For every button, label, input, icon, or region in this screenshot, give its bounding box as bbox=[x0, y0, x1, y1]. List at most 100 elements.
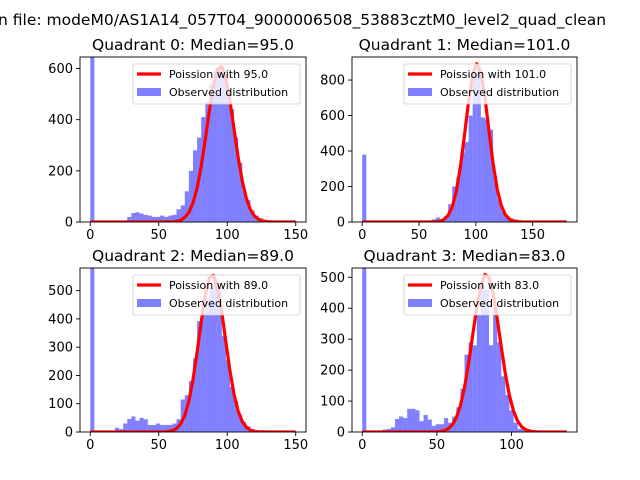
histogram-bar bbox=[139, 417, 144, 432]
figure-suptitle: n file: modeM0/AS1A14_057T04_9000006508_… bbox=[0, 11, 606, 30]
legend-box bbox=[403, 63, 572, 105]
histogram-bar bbox=[221, 71, 226, 222]
legend-hist-swatch bbox=[137, 299, 161, 307]
x-tick-label: 150 bbox=[520, 228, 545, 243]
histogram-bar bbox=[362, 154, 367, 222]
histogram-bar bbox=[399, 416, 404, 432]
histogram-bar bbox=[468, 342, 473, 432]
legend: Poission with 83.0 Observed distribution bbox=[403, 274, 572, 316]
x-tick-label: 0 bbox=[86, 438, 94, 453]
histogram-bar bbox=[238, 415, 243, 432]
histogram-bar bbox=[362, 268, 367, 432]
histogram-bar bbox=[234, 400, 239, 432]
histogram-bar bbox=[484, 289, 490, 432]
histogram-bar bbox=[168, 215, 173, 222]
histogram-bar bbox=[147, 215, 152, 222]
histogram-bar bbox=[484, 119, 490, 222]
histogram-bar bbox=[164, 424, 169, 432]
histogram-bar bbox=[135, 212, 140, 222]
legend-box bbox=[132, 274, 301, 316]
histogram-bar bbox=[476, 314, 481, 432]
histogram-bar bbox=[225, 88, 230, 222]
histogram-bar bbox=[193, 358, 198, 432]
y-tick-label: 400 bbox=[48, 113, 73, 128]
histogram-bar bbox=[435, 217, 440, 222]
histogram-bar bbox=[143, 214, 148, 222]
histogram-bar bbox=[505, 394, 510, 432]
axes-frame bbox=[79, 56, 307, 223]
histogram-bar bbox=[160, 424, 165, 432]
histogram-bar bbox=[234, 137, 239, 222]
y-tick-label: 200 bbox=[48, 164, 73, 179]
histogram-bar bbox=[480, 289, 485, 432]
x-tick-label: 150 bbox=[283, 228, 308, 243]
histogram-bar bbox=[497, 342, 502, 432]
legend-label-poisson: Poission with 95.0 bbox=[169, 68, 268, 81]
histogram-bar bbox=[209, 287, 214, 432]
histogram-bar bbox=[193, 150, 198, 222]
legend: Poission with 89.0 Observed distribution bbox=[132, 274, 301, 316]
x-tick-label: 0 bbox=[358, 228, 366, 243]
histogram-bar bbox=[407, 408, 412, 432]
x-tick-label: 0 bbox=[358, 438, 366, 453]
histogram-bar bbox=[151, 424, 157, 432]
histogram-bar bbox=[205, 299, 210, 432]
legend-label-poisson: Poission with 89.0 bbox=[169, 279, 268, 292]
histogram-bar bbox=[135, 420, 140, 432]
axes-frame bbox=[79, 267, 307, 433]
histogram-bar bbox=[217, 287, 222, 432]
legend: Poission with 101.0 Observed distribution bbox=[403, 63, 572, 105]
legend-label-observed: Observed distribution bbox=[169, 297, 288, 310]
histogram-bar bbox=[493, 308, 498, 432]
subplot-quadrant-0: 0 50 100 150 0 200 400 600 Poission with 95.0 Obs… bbox=[48, 36, 308, 243]
y-tick-label: 100 bbox=[320, 395, 345, 410]
histogram-bar bbox=[435, 424, 440, 432]
x-tick-label: 50 bbox=[150, 228, 167, 243]
y-tick-label: 0 bbox=[65, 426, 73, 441]
subplot-quadrant-2: 0 50 100 150 0 100 200 300 400 500 Poission with 8… bbox=[48, 247, 308, 453]
subplot-title: Quadrant 1: Median=101.0 bbox=[359, 36, 571, 54]
legend-label-poisson: Poission with 101.0 bbox=[440, 68, 546, 81]
histogram-bar bbox=[180, 399, 185, 432]
y-tick-label: 200 bbox=[48, 369, 73, 384]
legend-label-observed: Observed distribution bbox=[440, 297, 559, 310]
y-tick-label: 300 bbox=[48, 341, 73, 356]
histogram-bar bbox=[201, 117, 206, 222]
histogram-bar bbox=[489, 345, 494, 432]
histogram-bar bbox=[497, 198, 502, 222]
histogram-bar bbox=[176, 209, 181, 222]
legend-hist-swatch bbox=[408, 299, 432, 307]
histogram-bar bbox=[464, 142, 469, 222]
legend-label-observed: Observed distribution bbox=[440, 86, 559, 99]
histogram-bar bbox=[480, 117, 485, 222]
histogram-bar bbox=[160, 215, 165, 222]
histogram-bar bbox=[242, 190, 247, 222]
y-tick-label: 100 bbox=[48, 397, 73, 412]
histogram-bar bbox=[238, 162, 243, 222]
y-tick-label: 400 bbox=[320, 145, 345, 160]
histogram-bar bbox=[217, 68, 222, 222]
histogram-bar bbox=[472, 345, 477, 432]
histogram-bar bbox=[90, 57, 95, 222]
histogram-bar bbox=[123, 423, 128, 432]
histogram-bar bbox=[131, 213, 136, 222]
x-tick-label: 100 bbox=[499, 438, 524, 453]
y-tick-label: 600 bbox=[48, 62, 73, 77]
subplot-quadrant-1: 0 50 100 150 0 200 400 600 800 Poission with 101.… bbox=[320, 36, 578, 243]
y-tick-label: 400 bbox=[320, 302, 345, 317]
histogram-bar bbox=[205, 101, 210, 222]
histogram-bar bbox=[164, 216, 169, 222]
legend-label-observed: Observed distribution bbox=[169, 86, 288, 99]
legend-hist-swatch bbox=[408, 88, 432, 96]
histogram-bar bbox=[147, 424, 152, 432]
histogram-bar bbox=[225, 360, 230, 432]
y-tick-label: 500 bbox=[320, 271, 345, 286]
histogram-bar bbox=[246, 200, 251, 222]
histogram-bar bbox=[423, 414, 428, 432]
histogram-bar bbox=[250, 210, 255, 222]
histogram-bar bbox=[403, 418, 408, 432]
plot-area bbox=[90, 57, 296, 222]
x-tick-label: 50 bbox=[429, 438, 446, 453]
histogram-bar bbox=[460, 152, 465, 222]
